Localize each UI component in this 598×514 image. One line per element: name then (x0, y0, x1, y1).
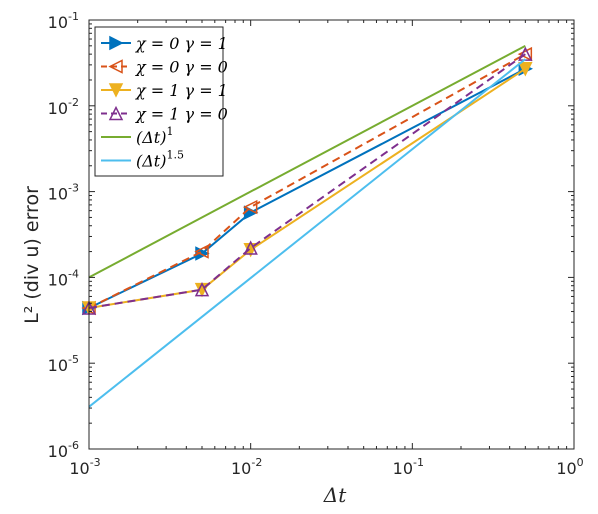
axes-box (88, 19, 575, 450)
series-4-point (243, 240, 258, 255)
legend-label: (Δt)1 (136, 125, 173, 147)
legend-entry-2: χ = 0 γ = 0 (101, 58, 228, 77)
legend-entry-6: (Δt)1.5 (101, 149, 184, 171)
legend: χ = 0 γ = 1 χ = 0 γ = 0 χ = 1 γ = 1 χ = 1 γ… (94, 26, 228, 177)
legend-entry-1: χ = 0 γ = 1 (101, 34, 228, 53)
x-tick-label: 100 (556, 456, 583, 478)
x-axis-label: Δt (323, 483, 347, 507)
legend-marker (108, 59, 123, 74)
legend-marker (109, 35, 124, 51)
legend-entry-3: χ = 1 γ = 1 (101, 81, 228, 100)
y-axis-label: L² (div u) error (21, 186, 43, 324)
y-tick-label: 10-6 (48, 439, 79, 461)
series-4-point (194, 281, 210, 297)
y-tick-label: 10-1 (48, 10, 79, 32)
y-tick-label: 10-2 (48, 96, 79, 118)
legend-marker (108, 83, 124, 98)
x-tick-label: 10-3 (69, 456, 100, 478)
legend-label: χ = 0 γ = 1 (135, 34, 228, 53)
series-line-6 (88, 58, 526, 408)
y-tick-label: 10-4 (48, 267, 79, 289)
series-line-2 (88, 53, 526, 309)
series-line-1 (88, 67, 526, 309)
legend-label: χ = 0 γ = 0 (135, 58, 228, 77)
legend-marker (108, 105, 124, 121)
axes (88, 19, 575, 450)
series-2-point (517, 46, 533, 62)
legend-entry-4: χ = 1 γ = 0 (101, 105, 228, 124)
series-2-point (242, 199, 258, 215)
x-tick-label: 10-1 (393, 456, 424, 478)
tick-labels: 10-3 10-2 10-1 100 10-6 10-5 10-4 10-3 10-2 10-1 (48, 10, 584, 478)
y-tick-label: 10-5 (48, 353, 79, 375)
x-tick-label: 10-2 (231, 456, 262, 478)
series-3-point (518, 62, 533, 77)
series-line-5 (88, 44, 526, 279)
legend-box (94, 26, 224, 177)
legend-label: χ = 1 γ = 1 (135, 81, 228, 100)
legend-label: (Δt)1.5 (136, 149, 184, 171)
legend-entry-5: (Δt)1 (101, 125, 173, 147)
series-line-4 (88, 53, 526, 309)
y-tick-label: 10-3 (48, 182, 79, 204)
legend-label: χ = 1 γ = 0 (135, 105, 228, 124)
series-6 (88, 58, 526, 408)
series-2-point (194, 244, 209, 259)
series-5 (88, 44, 526, 279)
